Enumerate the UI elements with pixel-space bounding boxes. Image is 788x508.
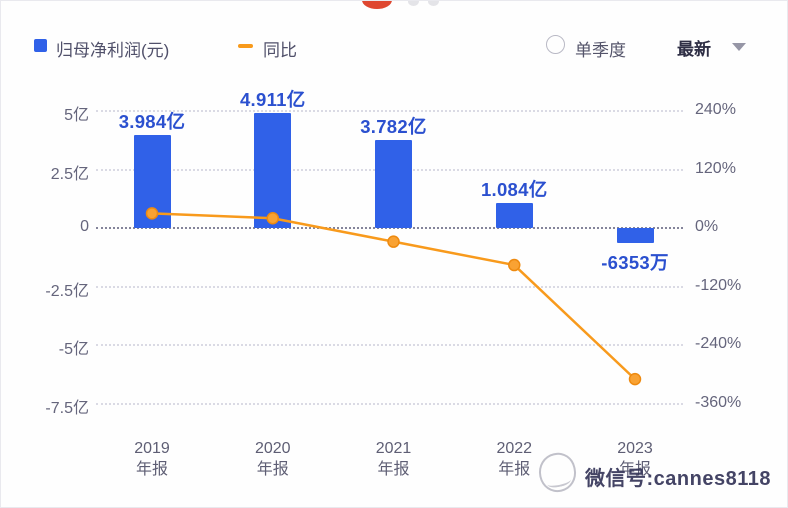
- y-axis-tick-left: -5亿: [58, 341, 89, 358]
- y-axis-tick-right: 240%: [695, 101, 736, 118]
- yoy-data-point: [387, 235, 400, 248]
- zero-axis-line: [96, 227, 683, 229]
- single-quarter-label[interactable]: 单季度: [575, 41, 626, 60]
- bar-value-label: 3.782亿: [360, 115, 427, 137]
- yoy-data-point: [266, 212, 279, 225]
- grid-line: [96, 344, 683, 346]
- y-axis-tick-right: 120%: [695, 159, 736, 177]
- y-axis-tick-right: -240%: [695, 335, 742, 352]
- yoy-data-point: [508, 258, 521, 272]
- y-axis-tick-left: -2.5亿: [45, 282, 89, 300]
- yoy-data-point: [628, 372, 642, 386]
- y-axis-tick-right: -120%: [695, 276, 742, 294]
- single-quarter-radio[interactable]: [546, 35, 565, 54]
- y-axis-tick-left: -7.5亿: [45, 399, 89, 417]
- bar-value-label: -6353万: [601, 251, 669, 273]
- y-axis-tick-left: 5亿: [64, 107, 89, 124]
- x-axis-label: 2023 年报: [617, 440, 653, 478]
- yoy-legend-label[interactable]: 同比: [263, 41, 297, 60]
- net-profit-bar[interactable]: [495, 202, 533, 228]
- chevron-down-icon[interactable]: [732, 43, 746, 51]
- grid-line: [96, 285, 683, 288]
- net-profit-bar[interactable]: [375, 139, 412, 228]
- y-axis-tick-left: 2.5亿: [50, 165, 89, 183]
- x-axis-label: 2021 年报: [375, 440, 412, 478]
- yoy-data-point: [145, 207, 159, 220]
- latest-dropdown[interactable]: 最新: [677, 40, 711, 59]
- net-profit-legend-label[interactable]: 归母净利润(元): [56, 41, 170, 60]
- x-axis-label: 2020 年报: [254, 440, 291, 478]
- grid-line: [96, 402, 683, 405]
- y-axis-tick-right: 0%: [695, 218, 719, 235]
- bar-value-label: 3.984亿: [118, 110, 186, 132]
- chrome-dot-icon: [428, 1, 439, 6]
- yoy-legend-swatch: [238, 44, 253, 48]
- y-axis-tick-left: 0: [80, 218, 89, 235]
- notification-badge-icon: [362, 1, 392, 9]
- net-profit-bar[interactable]: [254, 113, 292, 228]
- net-profit-legend-swatch: [34, 39, 47, 52]
- net-profit-bar[interactable]: [616, 228, 654, 243]
- bar-value-label: 1.084亿: [480, 178, 548, 200]
- x-axis-label: 2022 年报: [496, 440, 533, 478]
- watermark-text: 微信号:cannes8118: [585, 468, 771, 490]
- grid-line: [96, 110, 683, 112]
- bar-value-label: 4.911亿: [239, 89, 306, 111]
- x-axis-label: 2019 年报: [134, 440, 170, 478]
- y-axis-tick-right: -360%: [695, 393, 742, 411]
- chrome-dot-icon: [408, 1, 419, 6]
